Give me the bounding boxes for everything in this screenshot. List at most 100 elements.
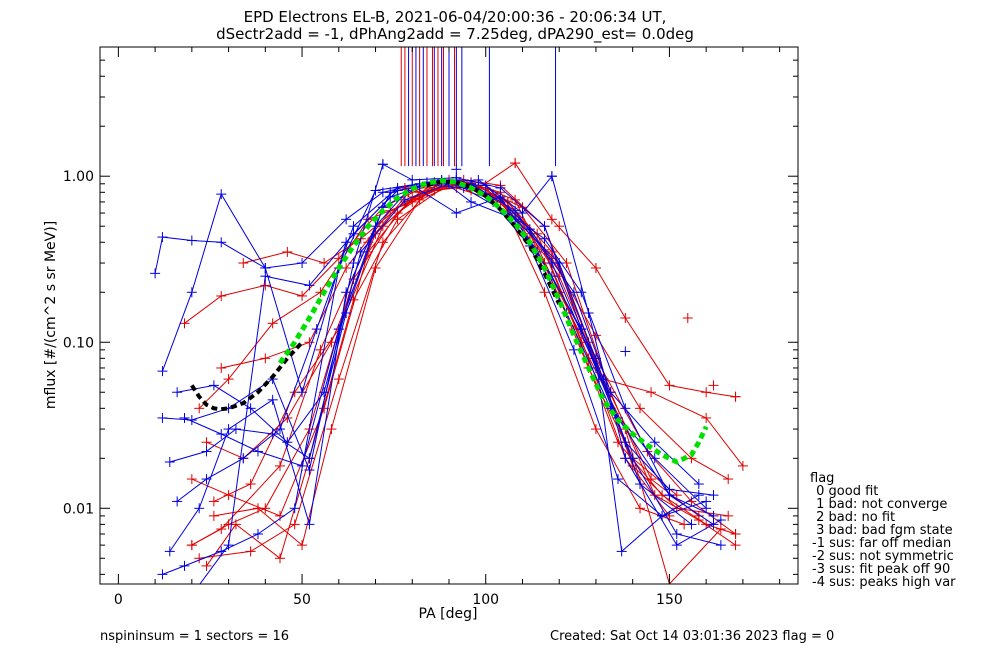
legend-item: -2 sus: not symmetric — [812, 549, 954, 564]
data-point — [275, 424, 286, 435]
x-tick-label: 150 — [656, 592, 683, 608]
data-point — [693, 490, 704, 501]
chart-subtitle: dSectr2add = -1, dPhAng2add = 7.25deg, d… — [216, 25, 694, 44]
data-point — [201, 474, 212, 485]
data-point — [664, 380, 675, 391]
data-point — [701, 496, 712, 507]
series-line — [162, 163, 714, 525]
series-line — [191, 162, 736, 517]
data-point — [466, 196, 477, 207]
data-point — [723, 510, 734, 521]
data-point — [194, 503, 205, 514]
data-point — [627, 453, 638, 464]
data-point — [671, 503, 682, 514]
series-line — [191, 181, 736, 546]
data-point — [605, 387, 616, 398]
data-point — [723, 474, 734, 485]
series-line — [169, 181, 722, 546]
data-point — [238, 258, 249, 269]
data-point — [539, 287, 550, 298]
data-point — [282, 437, 293, 448]
data-point — [187, 590, 197, 600]
footer-right: Created: Sat Oct 14 03:01:36 2023 flag =… — [550, 629, 834, 644]
data-point — [326, 424, 337, 435]
data-point — [646, 387, 657, 398]
data-point — [377, 237, 388, 248]
data-point — [179, 560, 190, 571]
data-point — [546, 214, 557, 225]
data-point — [172, 496, 183, 507]
series-line — [199, 180, 707, 584]
axes-layer: 0 50 100 150 0.01 0.10 1.00 — [63, 46, 799, 608]
data-point — [186, 474, 197, 485]
data-point — [164, 457, 175, 468]
legend-item: 1 bad: not converge — [812, 497, 947, 512]
data-point — [708, 510, 719, 521]
data-point — [480, 180, 491, 191]
data-point — [590, 424, 601, 435]
data-point — [245, 546, 256, 557]
data-point — [267, 318, 278, 329]
data-point — [392, 185, 403, 196]
data-point — [546, 258, 557, 269]
series-line — [162, 181, 700, 553]
data-point — [686, 519, 697, 530]
data-point — [164, 546, 175, 557]
data-point — [252, 529, 263, 540]
data-point — [730, 529, 741, 540]
data-point — [157, 366, 168, 377]
data-point — [701, 412, 712, 423]
data-point — [297, 387, 308, 398]
data-point — [304, 280, 315, 291]
data-point — [583, 308, 594, 319]
data-point — [179, 318, 190, 329]
legend-item: 2 bad: no fit — [812, 510, 895, 525]
data-point — [568, 344, 579, 355]
data-point — [216, 429, 227, 440]
data-point — [297, 460, 308, 471]
data-point — [201, 446, 212, 457]
data-point — [216, 362, 227, 373]
data-point — [208, 510, 219, 521]
data-point — [510, 158, 521, 169]
data-point — [385, 187, 396, 198]
flag-legend: flag 0 good fit 1 bad: not converge 2 ba… — [810, 471, 956, 590]
data-point — [370, 185, 381, 196]
legend-item: 0 good fit — [812, 484, 878, 499]
data-point — [216, 290, 227, 301]
data-point — [693, 515, 704, 526]
series-line — [162, 183, 714, 575]
data-point — [620, 312, 631, 323]
y-tick-label: 0.10 — [63, 335, 94, 351]
data-point — [252, 503, 263, 514]
data-point — [179, 412, 190, 423]
data-point — [230, 424, 241, 435]
data-point — [304, 453, 315, 464]
data-point — [546, 171, 557, 182]
series-line — [206, 183, 685, 567]
data-point — [370, 221, 381, 232]
data-point — [252, 446, 263, 457]
data-point — [495, 182, 506, 193]
data-point — [451, 164, 462, 175]
data-point — [568, 287, 579, 298]
legend-item: -4 sus: peaks high var — [812, 575, 956, 590]
data-point — [348, 258, 359, 269]
series-line — [177, 183, 700, 485]
data-point — [275, 460, 286, 471]
data-point — [671, 529, 682, 540]
data-point — [715, 540, 726, 551]
data-point — [333, 374, 344, 385]
data-point — [355, 246, 366, 257]
data-point — [289, 519, 300, 530]
data-point — [341, 214, 352, 225]
data-point — [282, 246, 293, 257]
data-point — [554, 221, 565, 232]
data-point — [223, 540, 234, 551]
chart-title: EPD Electrons EL-B, 2021-06-04/20:00:36 … — [244, 8, 667, 26]
data-point — [576, 324, 587, 335]
data-point — [304, 465, 315, 476]
data-point — [737, 460, 748, 471]
x-axis-label: PA [deg] — [419, 606, 478, 622]
